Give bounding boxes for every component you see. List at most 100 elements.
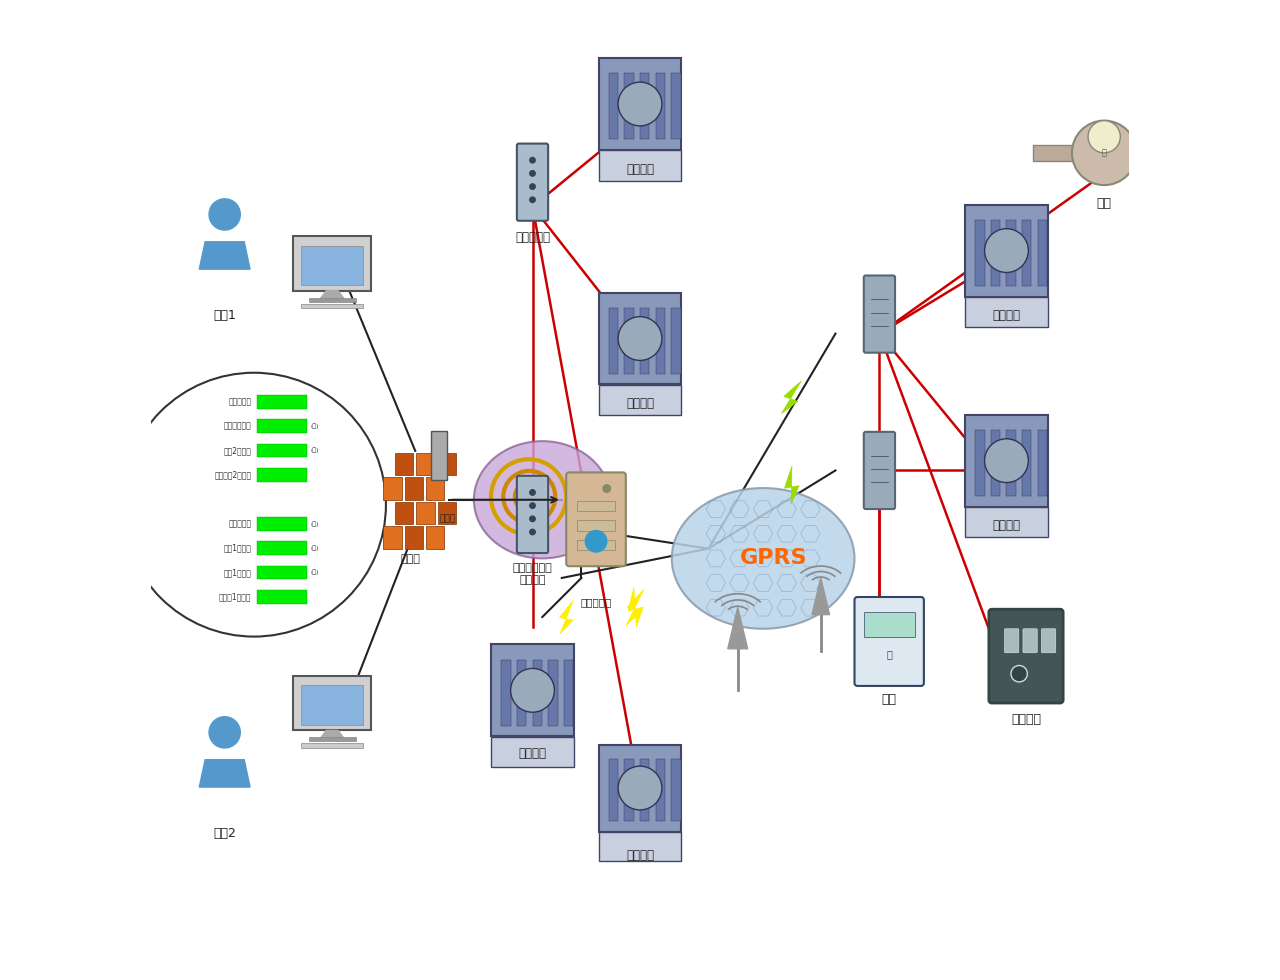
FancyBboxPatch shape <box>625 759 634 821</box>
FancyBboxPatch shape <box>577 501 614 512</box>
FancyBboxPatch shape <box>517 660 526 725</box>
FancyBboxPatch shape <box>532 660 541 725</box>
FancyBboxPatch shape <box>1133 145 1175 161</box>
Text: 热水电箱: 热水电箱 <box>1011 712 1041 726</box>
FancyBboxPatch shape <box>965 507 1047 537</box>
Polygon shape <box>628 587 643 627</box>
FancyBboxPatch shape <box>301 246 364 285</box>
FancyBboxPatch shape <box>426 526 444 549</box>
Text: 现场主控单元
（主线）: 现场主控单元 （主线） <box>512 564 553 585</box>
Text: 固障代码：: 固障代码： <box>228 397 251 407</box>
Polygon shape <box>559 601 573 634</box>
Point <box>864 307 879 318</box>
Text: 外盘输出2状态：: 外盘输出2状态： <box>214 470 251 479</box>
Text: 热水主机: 热水主机 <box>992 519 1020 532</box>
FancyBboxPatch shape <box>855 597 924 686</box>
FancyBboxPatch shape <box>577 540 614 550</box>
Text: (度): (度) <box>311 546 319 551</box>
Circle shape <box>1011 665 1028 682</box>
FancyBboxPatch shape <box>1023 430 1032 496</box>
Point <box>879 464 895 475</box>
FancyBboxPatch shape <box>599 58 681 150</box>
Circle shape <box>603 485 611 492</box>
FancyBboxPatch shape <box>599 150 681 180</box>
FancyBboxPatch shape <box>671 74 681 139</box>
FancyBboxPatch shape <box>965 205 1047 297</box>
Circle shape <box>209 716 241 748</box>
FancyBboxPatch shape <box>609 308 618 373</box>
FancyBboxPatch shape <box>975 220 984 286</box>
FancyBboxPatch shape <box>975 430 984 496</box>
FancyBboxPatch shape <box>256 419 307 433</box>
Point <box>864 319 879 331</box>
FancyBboxPatch shape <box>438 502 456 524</box>
FancyBboxPatch shape <box>609 759 618 821</box>
Point <box>879 294 895 306</box>
Text: (度): (度) <box>311 569 319 575</box>
Point <box>879 476 895 488</box>
Text: 输出器: 输出器 <box>439 514 456 524</box>
Text: 热水主机: 热水主机 <box>518 747 547 760</box>
Circle shape <box>618 766 662 809</box>
FancyBboxPatch shape <box>492 737 573 767</box>
Text: 用户2: 用户2 <box>214 827 236 840</box>
Polygon shape <box>785 466 799 504</box>
FancyBboxPatch shape <box>1033 145 1075 161</box>
FancyBboxPatch shape <box>864 275 895 353</box>
FancyBboxPatch shape <box>404 526 422 549</box>
FancyBboxPatch shape <box>640 759 649 821</box>
Text: 热水主机: 热水主机 <box>626 163 654 175</box>
Circle shape <box>530 529 535 535</box>
Text: 盘管1温度：: 盘管1温度： <box>224 544 251 553</box>
FancyBboxPatch shape <box>256 395 307 409</box>
FancyBboxPatch shape <box>599 385 681 416</box>
Circle shape <box>984 228 1028 272</box>
FancyBboxPatch shape <box>431 431 447 480</box>
FancyBboxPatch shape <box>308 298 356 302</box>
Circle shape <box>209 199 241 230</box>
Ellipse shape <box>474 441 611 559</box>
FancyBboxPatch shape <box>256 541 307 555</box>
FancyBboxPatch shape <box>1006 220 1016 286</box>
Point <box>864 450 879 462</box>
FancyBboxPatch shape <box>625 308 634 373</box>
FancyBboxPatch shape <box>965 415 1047 507</box>
FancyBboxPatch shape <box>256 590 307 604</box>
FancyBboxPatch shape <box>655 308 666 373</box>
Polygon shape <box>200 760 250 787</box>
Text: 水: 水 <box>1102 148 1107 158</box>
FancyBboxPatch shape <box>396 502 413 524</box>
FancyBboxPatch shape <box>384 477 402 500</box>
Circle shape <box>585 530 607 552</box>
FancyBboxPatch shape <box>404 477 422 500</box>
FancyBboxPatch shape <box>438 453 456 475</box>
FancyBboxPatch shape <box>640 74 649 139</box>
Text: 电表: 电表 <box>882 693 897 707</box>
FancyBboxPatch shape <box>502 660 511 725</box>
Circle shape <box>618 317 662 361</box>
FancyBboxPatch shape <box>1038 220 1047 286</box>
FancyBboxPatch shape <box>1038 430 1047 496</box>
FancyBboxPatch shape <box>1006 430 1016 496</box>
Circle shape <box>530 171 535 176</box>
Circle shape <box>530 490 535 495</box>
Text: 热水主机: 热水主机 <box>992 310 1020 322</box>
FancyBboxPatch shape <box>864 612 915 637</box>
Text: (度): (度) <box>311 423 319 429</box>
Circle shape <box>530 158 535 163</box>
FancyBboxPatch shape <box>563 660 573 725</box>
Point <box>879 319 895 331</box>
FancyBboxPatch shape <box>416 502 435 524</box>
FancyBboxPatch shape <box>416 453 435 475</box>
FancyBboxPatch shape <box>1042 629 1056 653</box>
Circle shape <box>511 668 554 712</box>
Point <box>864 464 879 475</box>
FancyBboxPatch shape <box>256 516 307 530</box>
FancyBboxPatch shape <box>308 737 356 741</box>
FancyBboxPatch shape <box>655 74 666 139</box>
Text: GPRS: GPRS <box>740 549 808 568</box>
FancyBboxPatch shape <box>991 220 1000 286</box>
Polygon shape <box>812 578 829 614</box>
FancyBboxPatch shape <box>293 236 371 291</box>
Text: 出水温度：: 出水温度： <box>228 519 251 528</box>
